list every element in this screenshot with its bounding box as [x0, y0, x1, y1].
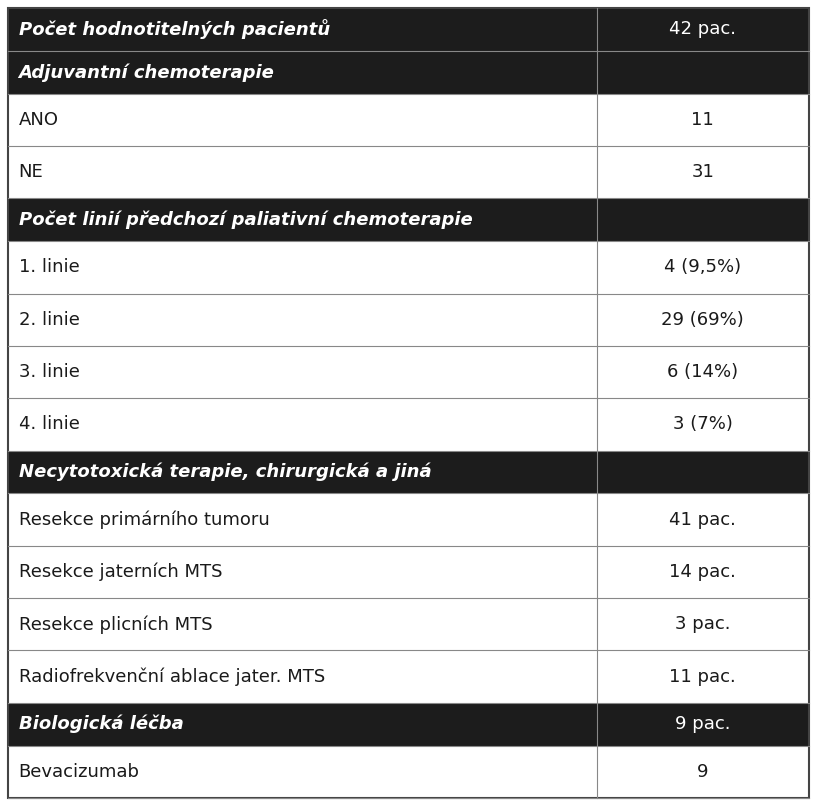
Bar [596, 51, 809, 93]
Text: Resekce primárního tumoru: Resekce primárního tumoru [19, 510, 270, 529]
Text: 9 pac.: 9 pac. [675, 715, 730, 733]
Text: 3 pac.: 3 pac. [675, 615, 730, 634]
Text: Adjuvantní chemoterapie: Adjuvantní chemoterapie [19, 63, 275, 81]
Text: 14 pac.: 14 pac. [669, 563, 736, 581]
Text: NE: NE [19, 164, 43, 181]
Bar [596, 398, 809, 451]
Text: Radiofrekvenční ablace jater. MTS: Radiofrekvenční ablace jater. MTS [19, 667, 325, 686]
Text: 11 pac.: 11 pac. [669, 667, 736, 686]
Bar [596, 650, 809, 703]
Bar [8, 146, 596, 198]
Bar [8, 493, 596, 546]
Text: Resekce plicních MTS: Resekce plicních MTS [19, 615, 212, 634]
Bar [596, 598, 809, 650]
Text: 2. linie: 2. linie [19, 311, 79, 329]
Bar [596, 198, 809, 241]
Bar [8, 650, 596, 703]
Bar [596, 8, 809, 51]
Text: Biologická léčba: Biologická léčba [19, 715, 183, 733]
Bar [8, 293, 596, 346]
Text: 31: 31 [691, 164, 714, 181]
Bar [596, 746, 809, 798]
Bar [8, 398, 596, 451]
Bar [8, 598, 596, 650]
Text: 41 pac.: 41 pac. [669, 510, 736, 529]
Bar [8, 198, 596, 241]
Text: 42 pac.: 42 pac. [669, 20, 736, 39]
Text: 3 (7%): 3 (7%) [673, 415, 733, 434]
Text: ANO: ANO [19, 111, 59, 129]
Text: Bevacizumab: Bevacizumab [19, 762, 140, 781]
Text: Necytotoxická terapie, chirurgická a jiná: Necytotoxická terapie, chirurgická a jin… [19, 463, 431, 481]
Text: Resekce jaterních MTS: Resekce jaterních MTS [19, 563, 222, 581]
Bar [596, 146, 809, 198]
Text: 6 (14%): 6 (14%) [667, 363, 739, 381]
Text: 3. linie: 3. linie [19, 363, 79, 381]
Text: 11: 11 [691, 111, 714, 129]
Bar [8, 8, 596, 51]
Bar [596, 703, 809, 746]
Bar [8, 703, 596, 746]
Text: Počet hodnotitelných pacientů: Počet hodnotitelných pacientů [19, 19, 330, 39]
Bar [8, 346, 596, 398]
Text: 9: 9 [697, 762, 708, 781]
Text: 4 (9,5%): 4 (9,5%) [664, 259, 741, 276]
Bar [596, 93, 809, 146]
Text: 29 (69%): 29 (69%) [662, 311, 744, 329]
Bar [596, 346, 809, 398]
Text: 1. linie: 1. linie [19, 259, 79, 276]
Bar [596, 451, 809, 493]
Bar [8, 93, 596, 146]
Bar [596, 546, 809, 598]
Text: Počet linií předchozí paliativní chemoterapie: Počet linií předchozí paliativní chemote… [19, 210, 472, 229]
Bar [8, 546, 596, 598]
Text: 4. linie: 4. linie [19, 415, 79, 434]
Bar [8, 451, 596, 493]
Bar [8, 746, 596, 798]
Bar [596, 493, 809, 546]
Bar [8, 51, 596, 93]
Bar [8, 241, 596, 293]
Bar [596, 241, 809, 293]
Bar [596, 293, 809, 346]
